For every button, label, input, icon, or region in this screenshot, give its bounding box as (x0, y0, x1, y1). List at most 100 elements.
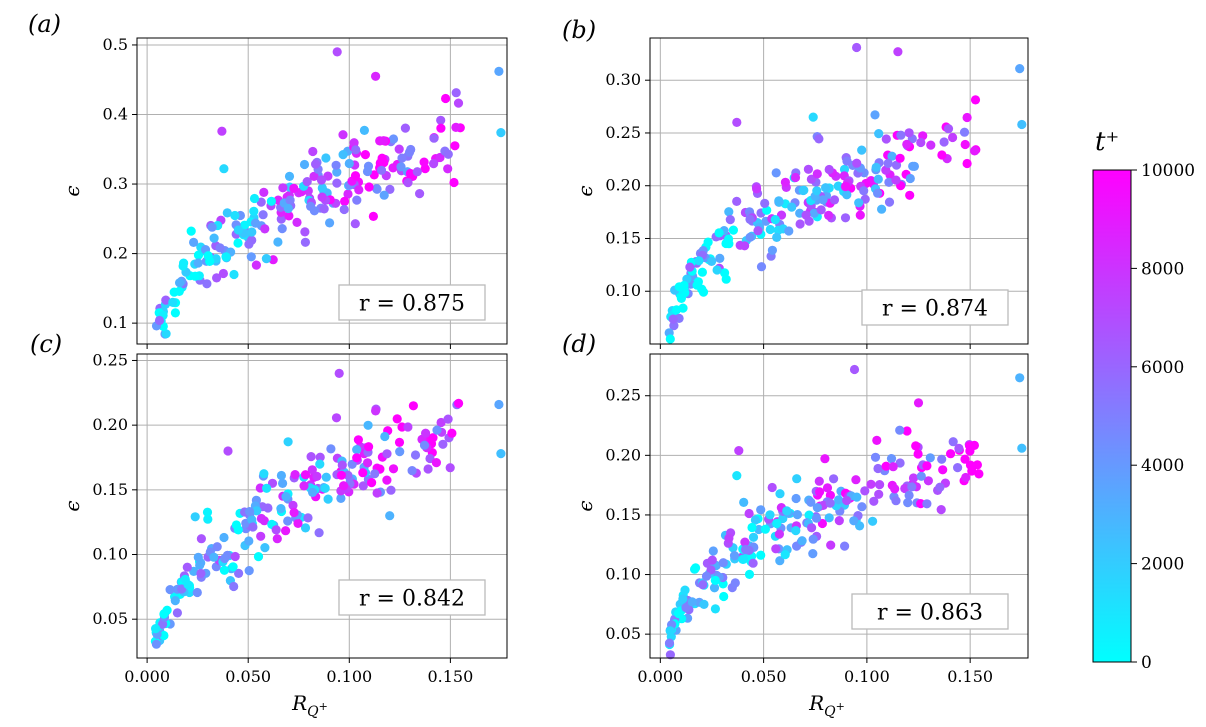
data-point (872, 435, 882, 445)
data-point (307, 465, 317, 475)
data-point (496, 449, 506, 459)
data-point (900, 483, 910, 494)
data-point (962, 112, 972, 123)
y-tick-label: 0.15 (92, 480, 128, 499)
data-point (922, 499, 932, 509)
data-point (202, 507, 213, 517)
data-point (278, 478, 288, 488)
data-point (728, 225, 739, 235)
data-point (916, 471, 926, 481)
data-point (317, 183, 327, 193)
data-point (408, 401, 418, 411)
data-point (852, 492, 862, 502)
data-point (182, 562, 192, 572)
data-point (397, 153, 407, 163)
data-point (747, 522, 757, 533)
data-point (299, 159, 310, 170)
data-point (419, 440, 430, 450)
data-point (806, 174, 817, 184)
data-point (319, 204, 329, 214)
x-tick-label: 0.000 (637, 667, 683, 686)
data-point (453, 98, 464, 108)
y-axis-label: ϵ (60, 500, 84, 511)
data-point (151, 624, 161, 634)
data-point (308, 146, 318, 157)
data-point (891, 175, 901, 185)
panel-label: (d) (562, 330, 596, 358)
data-point (271, 525, 281, 535)
data-point (907, 482, 917, 492)
data-point (311, 159, 321, 169)
data-point (710, 604, 721, 614)
data-point (811, 513, 822, 523)
data-point (729, 551, 740, 561)
data-point (259, 187, 269, 197)
data-point (431, 458, 441, 468)
data-point (331, 160, 341, 170)
data-point (808, 534, 818, 544)
data-point (699, 599, 709, 610)
data-point (895, 458, 905, 468)
data-point (207, 222, 217, 232)
data-point (866, 479, 876, 489)
data-point (665, 626, 675, 636)
data-point (174, 286, 184, 296)
data-point (905, 190, 915, 200)
data-point (249, 206, 259, 216)
data-point (233, 238, 243, 248)
data-point (840, 541, 850, 551)
data-point (756, 505, 766, 515)
data-point (839, 164, 850, 174)
data-point (709, 583, 720, 593)
data-point (336, 470, 346, 480)
data-point (363, 458, 373, 468)
data-point (221, 252, 231, 262)
data-point (724, 533, 734, 543)
data-point (1017, 443, 1027, 453)
data-point (276, 470, 286, 481)
data-point (415, 189, 425, 199)
data-point (922, 461, 932, 471)
data-point (321, 153, 331, 163)
data-point (447, 428, 457, 438)
data-point (285, 195, 295, 205)
data-point (256, 531, 266, 541)
data-point (916, 137, 926, 148)
data-point (840, 213, 851, 223)
x-tick-label: 0.050 (741, 667, 787, 686)
data-point (284, 211, 294, 221)
panel-label: (b) (562, 16, 596, 44)
data-point (406, 144, 416, 155)
data-point (320, 483, 330, 493)
x-tick-label: 0.000 (124, 667, 170, 686)
data-point (834, 516, 844, 526)
correlation-label: r = 0.863 (877, 601, 983, 626)
data-point (386, 485, 396, 495)
data-point (177, 584, 187, 594)
data-point (445, 463, 455, 473)
data-point (321, 472, 331, 482)
data-point (436, 115, 446, 125)
data-point (752, 184, 762, 194)
data-point (443, 414, 453, 424)
data-point (970, 146, 980, 156)
y-tick-label: 0.25 (605, 386, 641, 405)
x-axis-label: RQ+ (291, 691, 328, 720)
data-point (494, 66, 504, 76)
data-point (732, 117, 742, 127)
data-point (712, 265, 722, 275)
data-point (202, 279, 212, 289)
data-point (278, 183, 288, 193)
y-tick-label: 0.10 (605, 565, 641, 584)
x-tick-label: 0.100 (326, 667, 372, 686)
data-point (392, 414, 402, 424)
data-point (824, 164, 834, 175)
data-point (887, 151, 897, 161)
data-point (250, 218, 261, 228)
x-tick-label: 0.150 (947, 667, 993, 686)
x-axis-label-subscript: Q (824, 704, 836, 720)
data-point (451, 88, 461, 98)
axes-frame (136, 353, 508, 659)
data-point (923, 476, 934, 486)
data-point (151, 639, 161, 649)
